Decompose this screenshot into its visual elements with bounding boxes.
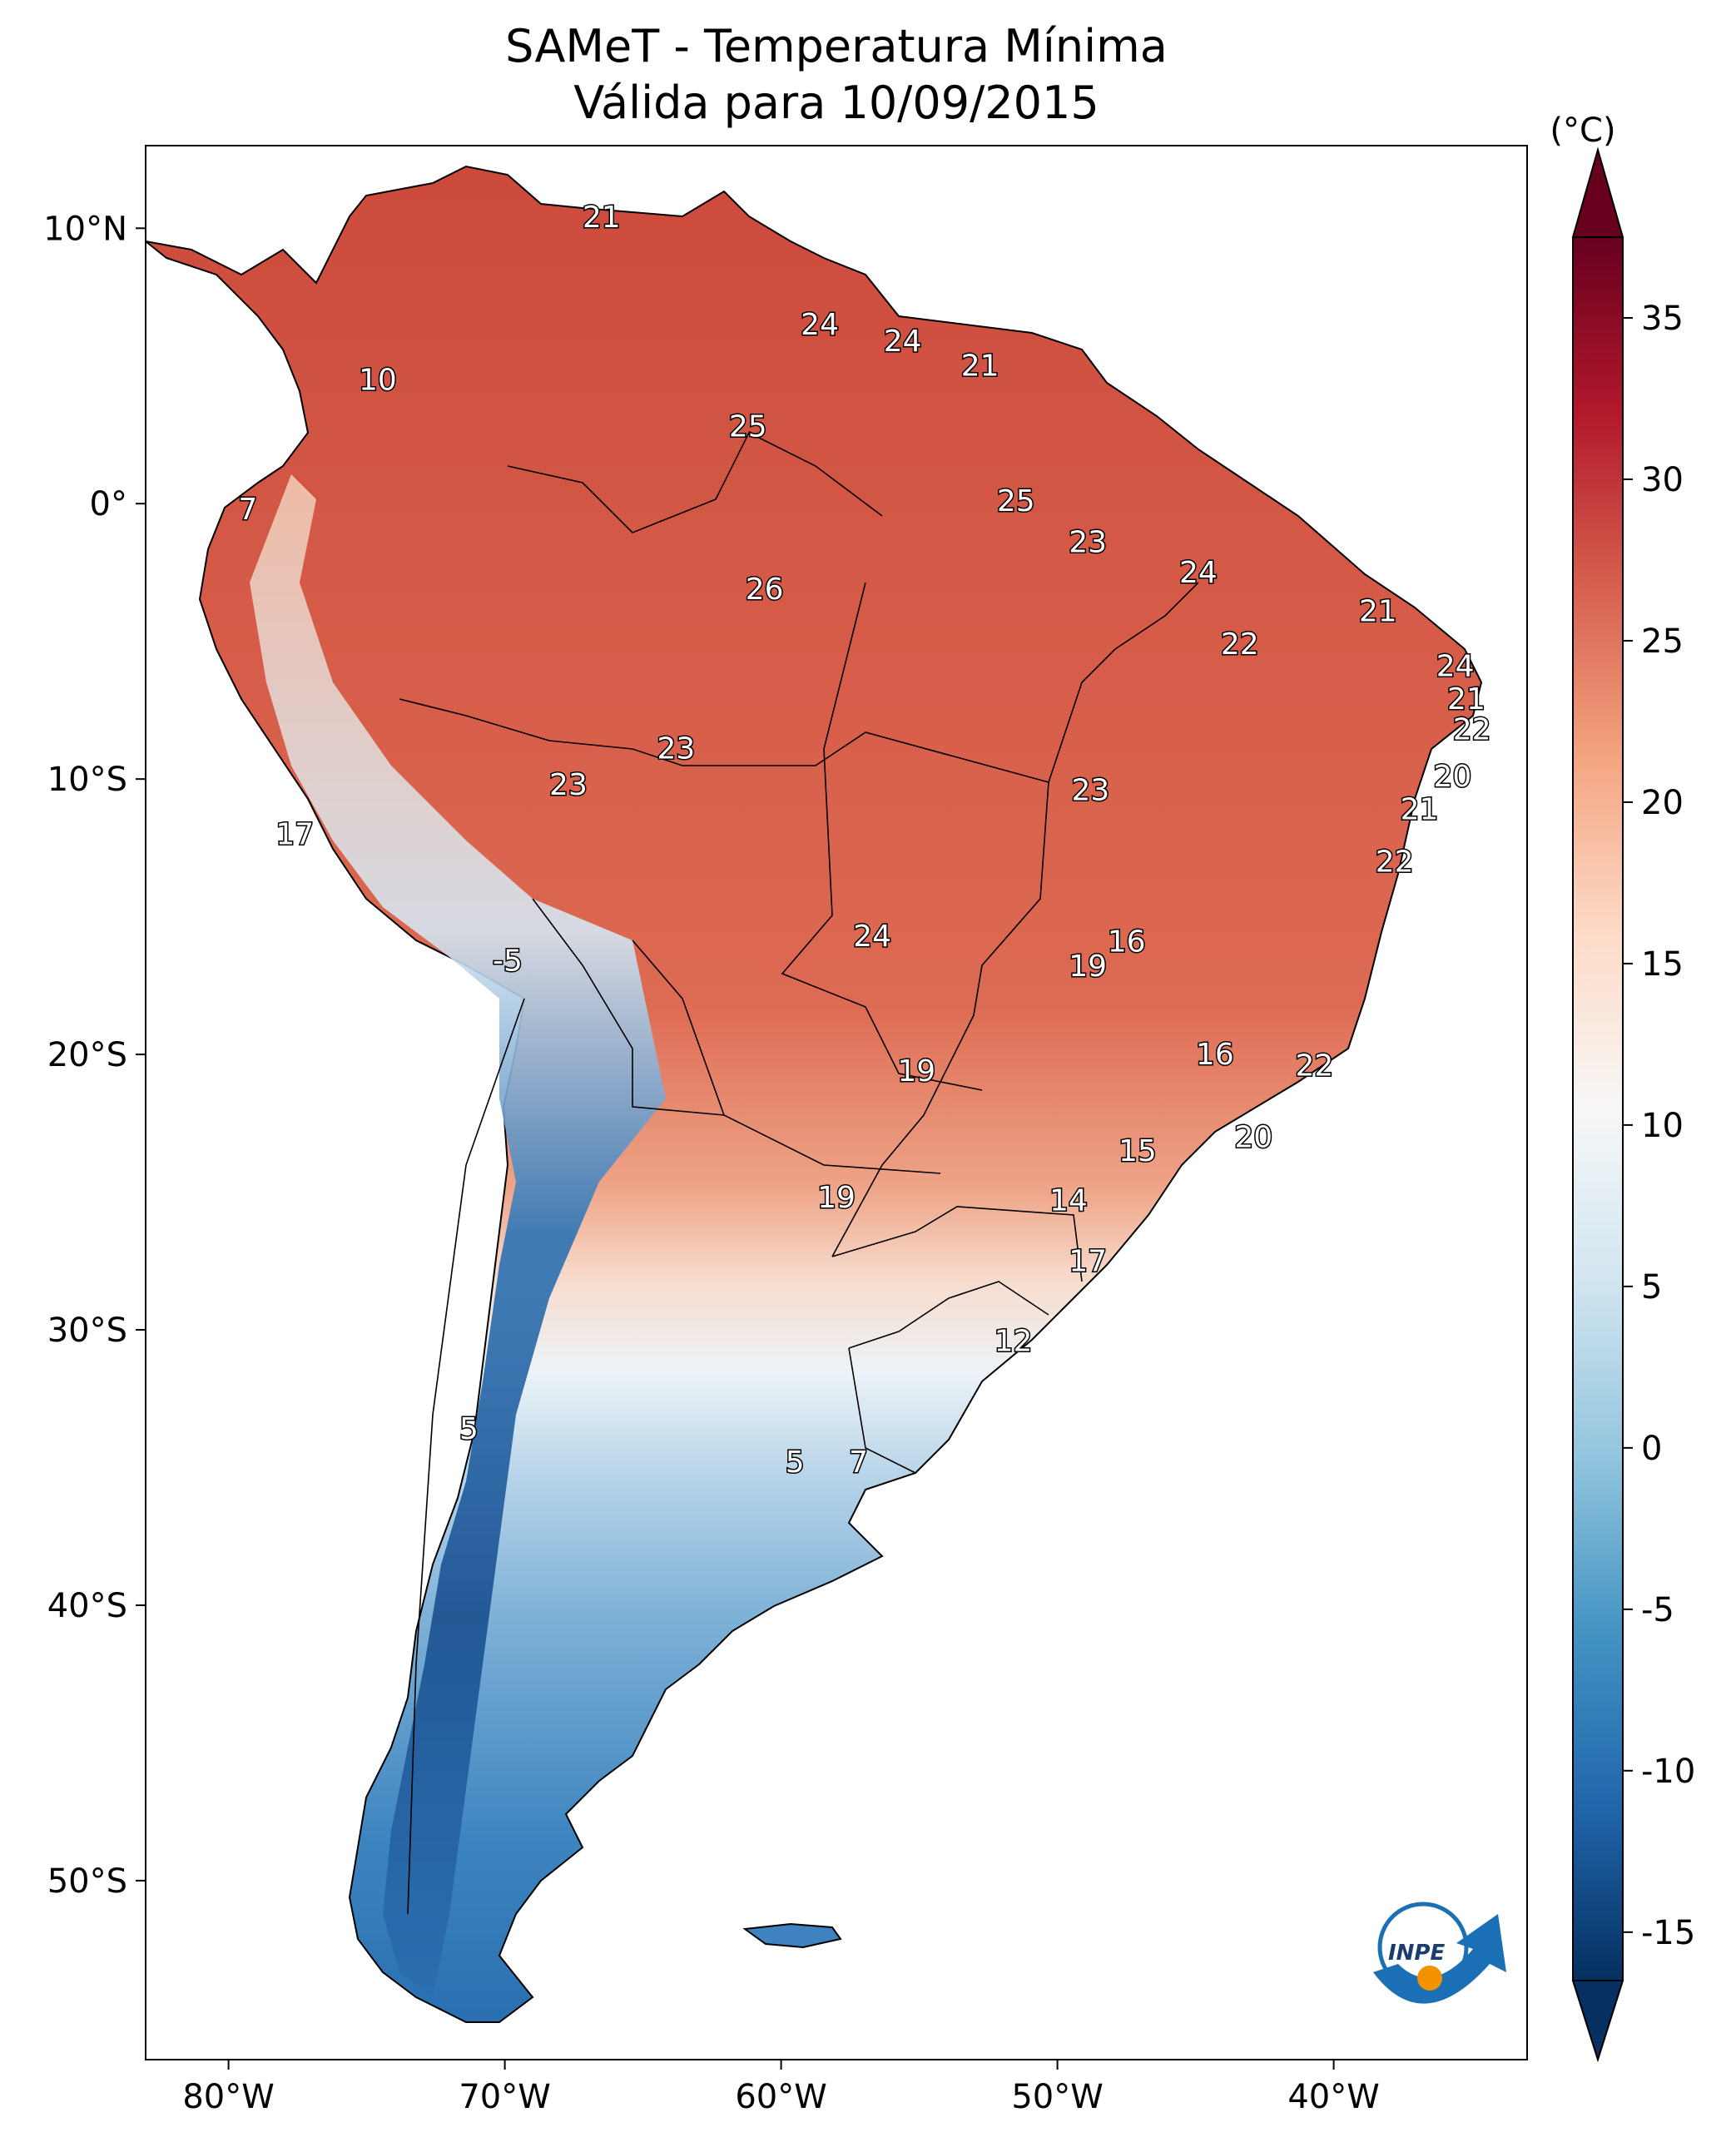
lat-tick-label: 50°S [47, 1862, 127, 1901]
inpe-logo: INPE [1373, 1902, 1506, 2004]
isotherm-label: 25 [729, 410, 767, 444]
isotherm-label: 22 [1295, 1049, 1333, 1083]
colorbar-tick-label: -15 [1641, 1914, 1695, 1952]
lat-tick-label: 20°S [47, 1036, 127, 1074]
isotherm-label: 5 [786, 1445, 805, 1480]
colorbar-tick-label: 25 [1641, 622, 1684, 661]
lon-tick-label: 50°W [1011, 2078, 1103, 2116]
isotherm-label: 16 [1196, 1038, 1234, 1072]
colorbar-gradient [1572, 236, 1624, 1981]
isotherm-label: 14 [1049, 1183, 1088, 1217]
isotherm-label: 22 [1453, 713, 1491, 747]
inpe-arrow-icon [1373, 1914, 1506, 2004]
isotherm-label: 19 [817, 1181, 856, 1215]
isotherm-label: 5 [459, 1412, 479, 1446]
colorbar-tick-label: 35 [1641, 300, 1684, 338]
colorbar-tick-label: 10 [1641, 1107, 1684, 1145]
isotherm-label: 21 [1359, 594, 1397, 628]
colorbar: (°C) 35 30 25 20 15 10 5 0 -5 -10 -15 [1550, 112, 1695, 2063]
map-title: SAMeT - Temperatura Mínima [505, 20, 1168, 72]
isotherm-label: 10 [359, 363, 397, 397]
isotherm-label: 16 [1108, 925, 1146, 959]
inpe-sun-icon [1417, 1966, 1442, 1991]
isotherm-label: 7 [849, 1445, 868, 1480]
isotherm-label: 25 [997, 484, 1035, 518]
isotherm-label: 24 [884, 325, 922, 359]
isotherm-label: 24 [853, 920, 891, 954]
isotherm-label: 21 [583, 201, 621, 235]
isotherm-label: 19 [1069, 950, 1107, 984]
isotherm-label: 19 [897, 1054, 935, 1088]
lat-tick-label: 10°N [43, 210, 127, 248]
isotherm-label: 20 [1433, 760, 1471, 794]
isotherm-label: 21 [1447, 682, 1486, 717]
isotherm-label: 23 [1069, 526, 1107, 560]
colorbar-unit-label: (°C) [1550, 112, 1615, 150]
lat-tick-label: 40°S [47, 1587, 127, 1625]
isotherm-label: 20 [1234, 1120, 1272, 1154]
isotherm-label: 21 [961, 350, 999, 384]
lon-tick-label: 70°W [459, 2078, 550, 2116]
andes-cold-band [250, 474, 666, 1997]
map-subtitle: Válida para 10/09/2015 [573, 77, 1099, 129]
isotherm-label: 7 [238, 493, 257, 527]
colorbar-tick-label: 15 [1641, 945, 1684, 984]
lat-tick-label: 30°S [47, 1312, 127, 1350]
colorbar-upper-extend [1571, 146, 1624, 238]
latitude-axis: 10°N 0° 10°S 20°S 30°S 40°S 50°S [43, 210, 146, 1901]
longitude-axis: 80°W 70°W 60°W 50°W 40°W [182, 2060, 1380, 2116]
isotherm-label: 24 [1179, 556, 1218, 590]
isotherm-label: 12 [994, 1324, 1033, 1358]
lon-tick-label: 40°W [1287, 2078, 1379, 2116]
lon-tick-label: 60°W [735, 2078, 826, 2116]
isotherm-label: -5 [493, 945, 523, 979]
isotherm-label: 15 [1118, 1134, 1157, 1168]
colorbar-tick-label: 30 [1641, 461, 1684, 499]
isotherm-label: 23 [657, 732, 696, 766]
isotherm-label: 24 [1436, 649, 1475, 683]
lat-tick-label: 0° [90, 485, 127, 523]
isotherm-label: 22 [1221, 627, 1259, 662]
isotherm-label: 17 [1069, 1244, 1107, 1278]
isotherm-label: 23 [1072, 773, 1110, 807]
isotherm-label: 17 [275, 817, 314, 851]
colorbar-tick-label: -10 [1641, 1753, 1695, 1791]
lat-tick-label: 10°S [47, 761, 127, 799]
colorbar-ticks: 35 30 25 20 15 10 5 0 -5 -10 -15 [1623, 300, 1695, 1952]
colorbar-tick-label: 20 [1641, 784, 1684, 822]
isotherm-label: 23 [549, 768, 588, 802]
colorbar-tick-label: 5 [1641, 1268, 1662, 1307]
lon-tick-label: 80°W [182, 2078, 274, 2116]
isotherm-label: 21 [1401, 793, 1439, 827]
isotherm-label: 24 [801, 308, 839, 342]
isotherm-label: 22 [1376, 845, 1414, 879]
colorbar-tick-label: 0 [1641, 1430, 1662, 1468]
colorbar-tick-label: -5 [1641, 1591, 1674, 1629]
inpe-logo-text: INPE [1388, 1941, 1445, 1966]
political-borders [399, 431, 1199, 1915]
isotherm-label: 26 [746, 573, 784, 607]
falkland-islands [742, 1922, 842, 1949]
colorbar-lower-extend [1571, 1980, 1624, 2063]
